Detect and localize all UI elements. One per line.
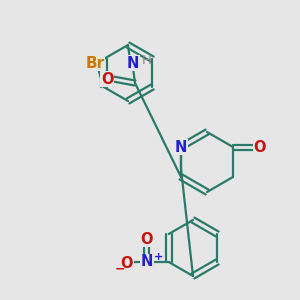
Text: N: N xyxy=(127,56,139,70)
Text: O: O xyxy=(140,232,153,247)
Text: O: O xyxy=(101,71,113,86)
Text: −: − xyxy=(115,262,125,275)
Text: H: H xyxy=(142,55,152,68)
Text: +: + xyxy=(154,252,163,262)
Text: Br: Br xyxy=(85,56,104,70)
Text: O: O xyxy=(254,140,266,154)
Text: O: O xyxy=(121,256,133,272)
Text: N: N xyxy=(175,140,187,154)
Text: N: N xyxy=(141,254,153,269)
